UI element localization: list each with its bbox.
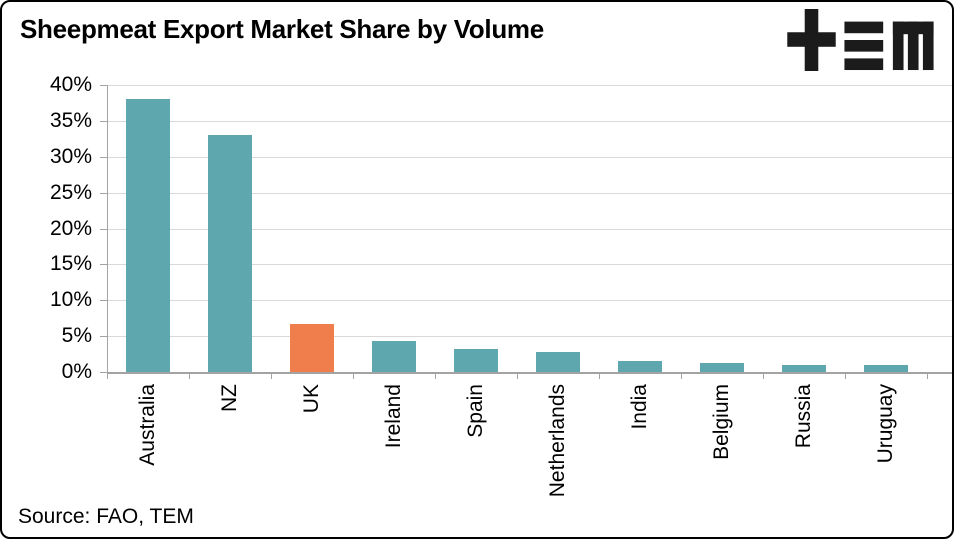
x-axis-line [107,372,952,374]
y-tick [100,300,107,302]
x-category-label: Spain [464,384,487,438]
bar [618,361,662,372]
x-tick [599,372,600,379]
y-tick-label: 30% [49,144,92,168]
x-category-label: Belgium [710,384,733,460]
bar [454,349,498,372]
logo-m-icon [892,21,934,71]
y-tick-label: 15% [49,252,92,276]
y-tick [100,264,107,266]
x-tick [271,372,272,379]
x-tick [681,372,682,379]
gridline [107,336,952,338]
x-tick [517,372,518,379]
tem-logo [787,9,934,71]
y-tick [100,228,107,230]
y-tick-label: 20% [49,216,92,240]
bar [782,364,826,372]
bar [208,135,252,372]
logo-e-icon [844,21,884,34]
gridline [107,264,952,266]
x-tick [353,372,354,379]
bar [536,351,580,372]
bar [700,363,744,372]
gridline [107,300,952,302]
y-tick-label: 25% [49,180,92,204]
y-tick [100,192,107,194]
bar [126,99,170,372]
bar [372,341,416,372]
x-tick [189,372,190,379]
x-category-label: Netherlands [546,384,569,498]
x-category-label: Ireland [382,384,405,449]
x-category-label: Uruguay [874,384,897,464]
bar [290,323,334,372]
y-tick [100,85,107,86]
bar [864,364,908,372]
x-tick [107,372,108,379]
gridline [107,192,952,194]
y-tick-label: 40% [49,73,92,96]
x-tick [927,372,928,379]
x-tick [435,372,436,379]
y-tick [100,372,107,373]
y-tick [100,120,107,122]
y-tick-label: 35% [49,108,92,132]
gridline [107,228,952,230]
x-category-label: Russia [792,384,815,449]
page-title: Sheepmeat Export Market Share by Volume [20,14,544,44]
y-tick [100,156,107,158]
gridline [107,156,952,158]
x-tick [763,372,764,379]
source-note: Source: FAO, TEM [18,505,194,528]
y-tick-label: 0% [61,360,92,383]
gridline [107,85,952,86]
y-axis-line [107,85,108,372]
gridline [107,120,952,122]
x-category-label: India [628,384,651,430]
x-category-label: UK [300,384,323,414]
y-tick [100,336,107,338]
x-category-label: Australia [136,384,159,466]
y-tick-label: 10% [49,288,92,312]
y-tick-label: 5% [61,324,92,348]
x-category-label: NZ [218,384,241,412]
x-tick [845,372,846,379]
